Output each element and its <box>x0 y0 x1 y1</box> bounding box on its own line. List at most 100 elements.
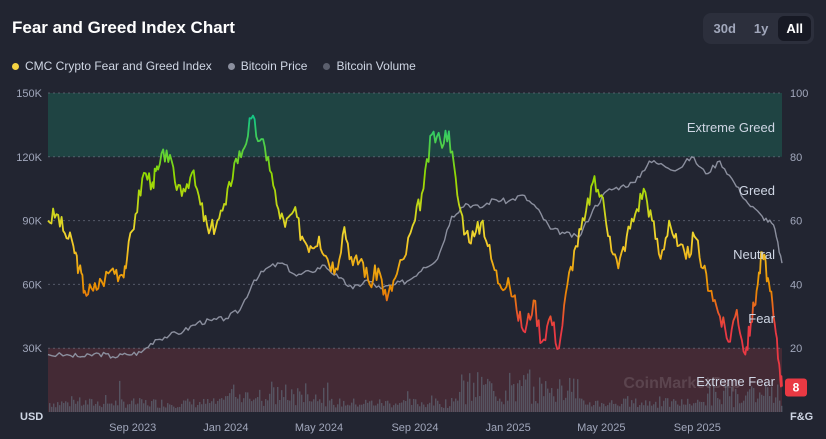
volume-bar <box>663 400 665 412</box>
volume-bar <box>141 399 143 412</box>
range-30d-button[interactable]: 30d <box>713 21 736 36</box>
volume-bar <box>145 400 147 412</box>
volume-bar <box>499 398 501 412</box>
volume-bar <box>359 404 361 412</box>
extreme-greed-zone <box>48 93 782 157</box>
current-score-badge <box>785 378 807 397</box>
volume-bar <box>181 403 183 412</box>
volume-bar <box>465 404 467 412</box>
series-line-bitcoin-price[interactable] <box>47 156 783 359</box>
zone-label: Extreme Greed <box>687 120 775 135</box>
volume-bar <box>495 396 497 412</box>
volume-bar <box>151 401 153 412</box>
legend-item-fear-greed[interactable]: CMC Crypto Fear and Greed Index <box>12 59 212 73</box>
volume-bar <box>761 394 763 412</box>
volume-bar <box>571 391 573 412</box>
volume-bar <box>219 398 221 412</box>
volume-bar <box>603 403 605 412</box>
volume-bar <box>515 401 517 412</box>
volume-bar <box>633 403 635 412</box>
volume-bar <box>65 401 67 412</box>
volume-bar <box>405 400 407 412</box>
volume-bar <box>691 405 693 412</box>
volume-bar <box>615 403 617 412</box>
volume-bar <box>103 403 105 412</box>
volume-bar <box>585 404 587 412</box>
volume-bar <box>441 407 443 412</box>
volume-bar <box>409 398 411 412</box>
range-all-button[interactable]: All <box>778 16 811 41</box>
volume-bar <box>271 381 273 412</box>
volume-bar <box>477 372 479 412</box>
volume-bar <box>701 401 703 412</box>
volume-bar <box>403 400 405 412</box>
legend-dot-fear-greed <box>12 62 19 70</box>
left-axis-tick: 120K <box>16 152 42 164</box>
x-axis-tick: Jan 2024 <box>203 422 248 434</box>
volume-bar <box>355 404 357 412</box>
volume-bar <box>277 387 279 412</box>
x-axis-tick: May 2024 <box>295 422 343 434</box>
legend-item-price[interactable]: Bitcoin Price <box>227 59 307 73</box>
volume-bar <box>705 405 707 412</box>
volume-bar <box>375 405 377 412</box>
volume-bar <box>235 396 237 412</box>
volume-bar <box>721 404 723 412</box>
volume-bar <box>767 387 769 412</box>
volume-bar <box>247 392 249 412</box>
volume-bar <box>87 404 89 412</box>
volume-bar <box>765 382 767 412</box>
volume-bar <box>351 402 353 412</box>
volume-bar <box>543 396 545 412</box>
volume-bar <box>607 405 609 412</box>
volume-bar <box>117 405 119 412</box>
volume-bar <box>537 403 539 412</box>
volume-bar <box>583 400 585 412</box>
volume-bar <box>677 404 679 412</box>
volume-bar <box>71 396 73 412</box>
volume-bar <box>67 402 69 412</box>
volume-bar <box>597 400 599 412</box>
volume-bar <box>595 400 597 412</box>
volume-bar <box>223 399 225 412</box>
volume-bar <box>579 398 581 412</box>
volume-bar <box>637 407 639 412</box>
volume-bar <box>169 404 171 412</box>
left-axis-tick: 60K <box>22 279 42 291</box>
volume-bar <box>589 402 591 412</box>
volume-bar <box>671 401 673 412</box>
series-line-fear-greed[interactable] <box>47 114 783 388</box>
volume-bar <box>457 400 459 412</box>
volume-bar <box>85 400 87 412</box>
volume-bar <box>133 398 135 412</box>
volume-bar <box>777 384 779 412</box>
volume-bar <box>421 402 423 412</box>
volume-bar <box>679 405 681 412</box>
volume-bar <box>605 406 607 412</box>
volume-bar <box>621 403 623 412</box>
volume-bar <box>507 400 509 412</box>
volume-bar <box>547 388 549 412</box>
volume-bar <box>653 404 655 412</box>
zone-label: Greed <box>739 183 775 198</box>
legend-item-volume[interactable]: Bitcoin Volume <box>323 59 416 73</box>
range-1y-button[interactable]: 1y <box>753 21 769 36</box>
volume-bar <box>245 392 247 412</box>
volume-bar <box>231 389 233 412</box>
volume-bar <box>111 403 113 412</box>
volume-bar <box>209 403 211 412</box>
volume-bar <box>327 382 329 412</box>
volume-bar <box>509 372 511 412</box>
volume-bar <box>533 386 535 412</box>
legend-label-fear-greed: CMC Crypto Fear and Greed Index <box>25 59 212 73</box>
volume-bar <box>525 379 527 412</box>
volume-bar <box>639 405 641 412</box>
volume-bar <box>283 397 285 412</box>
volume-bar <box>83 404 85 412</box>
volume-bar <box>425 407 427 412</box>
volume-bar <box>627 396 629 412</box>
left-axis-label: USD <box>20 411 43 423</box>
volume-bar <box>751 386 753 412</box>
volume-bar <box>251 401 253 412</box>
